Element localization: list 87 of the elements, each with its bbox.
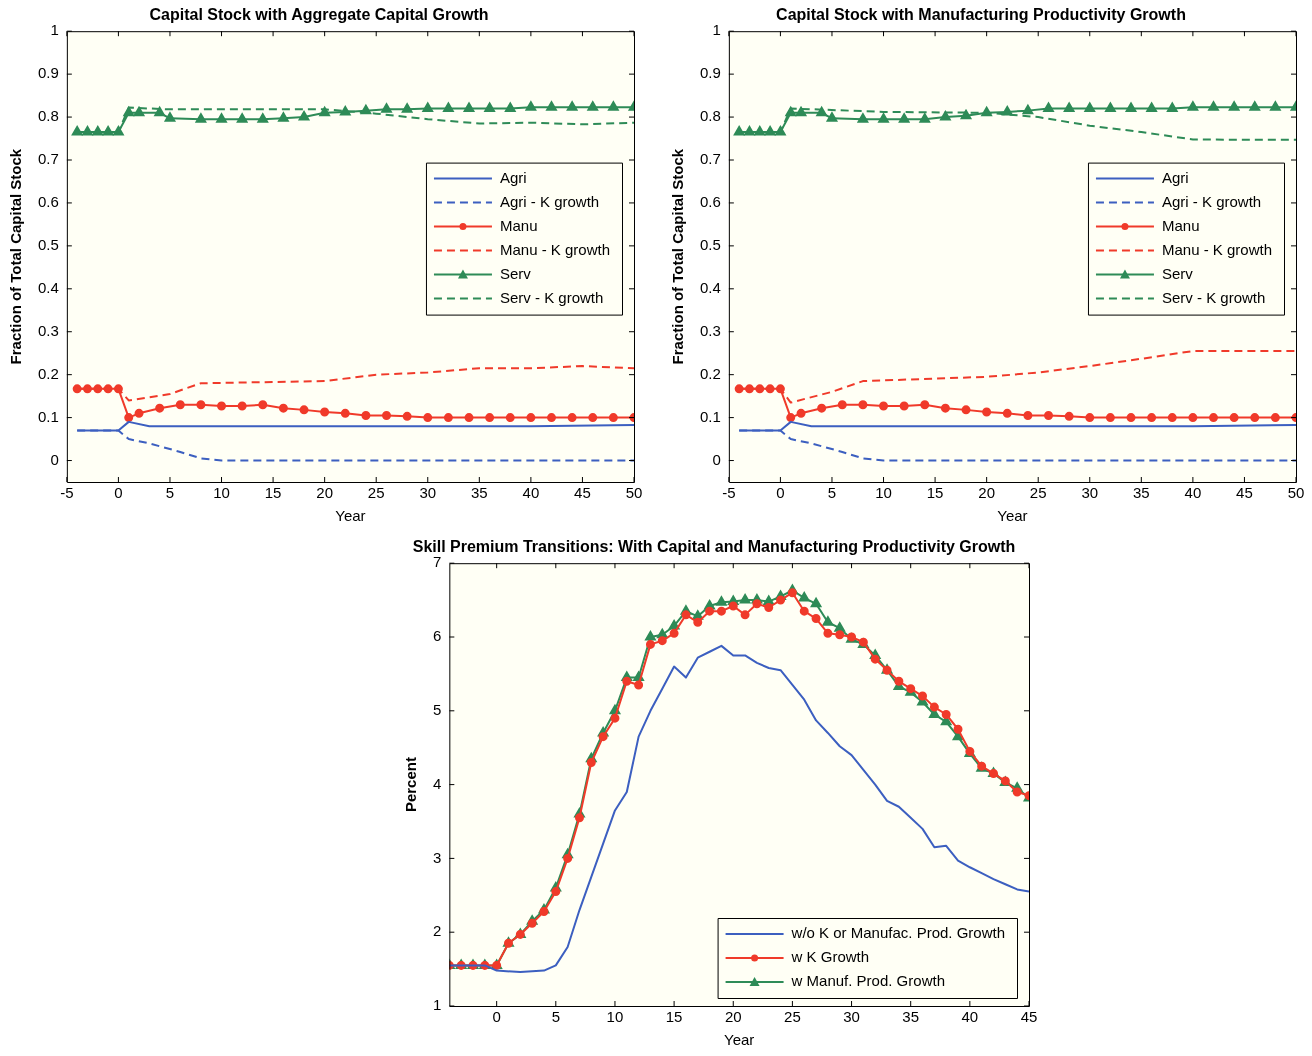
x-tick-label: -5 [60,484,74,502]
y-tick-label: 0.6 [37,193,59,211]
x-tick-label: 5 [551,1008,560,1026]
y-tick-label: 0 [50,450,59,468]
chart-title: Capital Stock with Manufacturing Productivity Growth [776,6,1186,24]
x-tick-label: 10 [213,484,230,502]
y-tick-label: 0.7 [37,150,59,168]
x-tick-label: 10 [875,484,892,502]
x-tick-label: 15 [926,484,944,502]
y-tick-label: 0.6 [699,193,721,211]
y-tick-label: 0.1 [699,407,721,425]
x-tick-label: 40 [961,1008,979,1026]
y-tick-label: 0.3 [699,321,721,339]
y-tick-label: 0.5 [699,236,721,254]
x-tick-label: 0 [114,484,123,502]
x-tick-label: 20 [978,484,995,502]
x-tick-label: 35 [470,484,488,502]
y-tick-label: 2 [433,922,442,940]
legend-label: Serv - K growth [499,288,604,306]
legend-label: Serv [499,264,532,282]
y-tick-label: 5 [433,700,442,718]
x-tick-label: 5 [827,484,837,502]
y-tick-label: 0.2 [37,364,59,382]
legend-label: w/o K or Manufac. Prod. Growth [790,924,1005,942]
x-tick-label: 50 [1287,484,1305,502]
x-tick-label: 30 [843,1008,860,1026]
y-axis-title: Fraction of Total Capital Stock [669,148,687,365]
y-axis-title: Percent [402,757,420,813]
legend-label: w Manuf. Prod. Growth [790,972,945,990]
x-tick-label: 45 [1020,1008,1038,1026]
x-tick-label: 25 [1029,484,1047,502]
x-tick-label: 20 [724,1008,742,1026]
legend-label: Agri - K growth [499,192,600,210]
x-tick-label: 40 [1184,484,1202,502]
x-tick-label: 0 [492,1008,501,1026]
y-tick-label: 7 [433,553,442,571]
y-tick-label: 4 [433,774,442,792]
x-tick-label: 50 [625,484,643,502]
y-tick-label: 0.9 [699,64,721,82]
y-tick-label: 0.8 [37,107,59,125]
legend-label: Manu - K growth [499,240,610,258]
y-tick-label: 1 [712,21,721,39]
y-tick-label: 0.3 [37,321,59,339]
y-tick-label: 0.7 [699,150,721,168]
x-tick-label: -5 [722,484,736,502]
x-tick-label: 25 [367,484,385,502]
chart-title: Skill Premium Transitions: With Capital and Manufacturing Productivity Growth [412,538,1016,556]
y-tick-label: 0.8 [699,107,721,125]
y-tick-label: 0 [712,450,721,468]
x-tick-label: 5 [165,484,175,502]
x-tick-label: 45 [574,484,591,502]
legend-label: Agri [1161,168,1189,186]
x-tick-label: 0 [776,484,785,502]
legend-label: Serv [1161,264,1194,282]
y-tick-label: 0.9 [37,64,59,82]
legend-label: Agri - K growth [1161,192,1262,210]
x-tick-label: 20 [316,484,333,502]
legend-label: Manu [1161,216,1200,234]
x-axis-title: Year [335,507,366,525]
legend-label: Serv - K growth [1161,288,1266,306]
y-axis-title: Fraction of Total Capital Stock [7,148,25,365]
x-tick-label: 15 [665,1008,683,1026]
y-tick-label: 0.1 [37,407,59,425]
y-tick-label: 1 [50,21,59,39]
legend-label: Agri [499,168,527,186]
x-tick-label: 40 [522,484,540,502]
x-tick-label: 35 [1132,484,1150,502]
y-tick-label: 0.4 [699,278,721,296]
legend-label: Manu - K growth [1161,240,1272,258]
x-tick-label: 30 [1081,484,1099,502]
y-tick-label: 1 [433,996,442,1014]
x-tick-label: 10 [606,1008,624,1026]
x-tick-label: 15 [264,484,282,502]
x-tick-label: 45 [1236,484,1253,502]
legend-label: Manu [499,216,538,234]
legend-label: w K Growth [790,948,870,966]
y-tick-label: 0.2 [699,364,721,382]
y-tick-label: 0.5 [37,236,59,254]
y-tick-label: 0.4 [37,278,59,296]
y-tick-label: 6 [433,627,442,645]
x-axis-title: Year [724,1031,755,1049]
x-tick-label: 30 [419,484,437,502]
x-axis-title: Year [997,507,1028,525]
x-tick-label: 25 [784,1008,801,1026]
y-tick-label: 3 [433,848,442,866]
chart-title: Capital Stock with Aggregate Capital Growth [149,6,489,24]
x-tick-label: 35 [902,1008,920,1026]
